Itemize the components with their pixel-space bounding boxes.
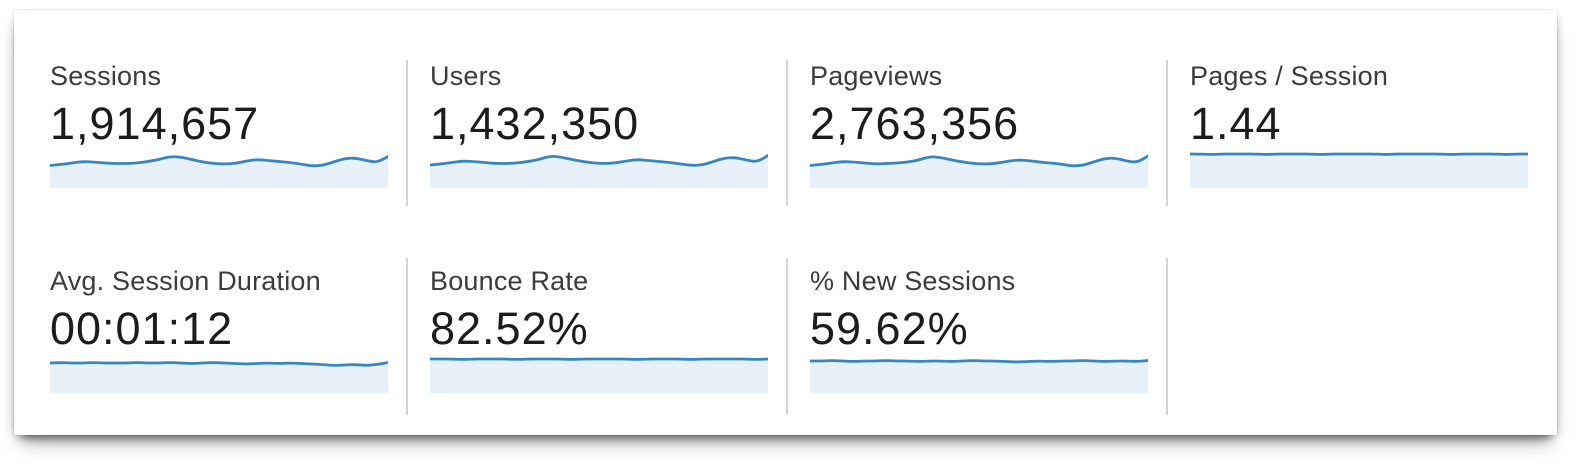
sparkline-line bbox=[430, 154, 768, 167]
sparkline-area bbox=[50, 362, 388, 393]
bounce-rate-sparkline-chart bbox=[430, 357, 768, 393]
metric-card-users[interactable]: Users 1,432,350 bbox=[406, 60, 786, 206]
sparkline-line bbox=[810, 359, 1148, 364]
sessions-sparkline-chart bbox=[50, 155, 388, 188]
sparkline-line bbox=[810, 154, 1148, 168]
metric-card-bounce-rate[interactable]: Bounce Rate 82.52% bbox=[406, 258, 786, 415]
metric-value: 59.62% bbox=[810, 303, 969, 354]
metric-value: 2,763,356 bbox=[810, 98, 1020, 149]
users-sparkline-chart bbox=[430, 154, 768, 188]
metric-label: Bounce Rate bbox=[430, 266, 589, 296]
metric-label: Pageviews bbox=[810, 61, 943, 91]
metric-card-pages-per-session[interactable]: Pages / Session 1.44 bbox=[1166, 60, 1557, 206]
avg-session-duration-sparkline-chart bbox=[50, 361, 388, 393]
pageviews-sparkline-chart bbox=[810, 154, 1148, 188]
sparkline-area bbox=[430, 359, 768, 393]
metric-card-sessions[interactable]: Sessions 1,914,657 bbox=[14, 60, 406, 206]
metric-card-new-sessions[interactable]: % New Sessions 59.62% bbox=[786, 258, 1166, 415]
metric-value: 1.44 bbox=[1190, 98, 1282, 149]
metric-value: 1,432,350 bbox=[430, 98, 640, 149]
metrics-row-bottom: Avg. Session Duration 00:01:12 Bounce Ra… bbox=[14, 258, 1557, 415]
new-sessions-sparkline-chart bbox=[810, 359, 1148, 393]
metric-card-avg-session-duration[interactable]: Avg. Session Duration 00:01:12 bbox=[14, 258, 406, 415]
metric-label: Pages / Session bbox=[1190, 61, 1389, 91]
sparkline-area bbox=[810, 360, 1148, 393]
metric-value: 1,914,657 bbox=[50, 98, 260, 149]
metrics-row-top: Sessions 1,914,657 Users 1,432,350 Pagev… bbox=[14, 60, 1557, 206]
metric-label: Users bbox=[430, 61, 502, 91]
metric-label: Avg. Session Duration bbox=[50, 266, 321, 296]
sparkline-area bbox=[1190, 154, 1528, 188]
metric-value: 82.52% bbox=[430, 303, 589, 354]
empty-metric-slot bbox=[1166, 258, 1557, 415]
metric-value: 00:01:12 bbox=[50, 303, 234, 354]
metrics-dashboard-card: Sessions 1,914,657 Users 1,432,350 Pagev… bbox=[14, 10, 1557, 435]
sparkline-line bbox=[50, 361, 388, 367]
pages-per-session-sparkline-chart bbox=[1190, 152, 1528, 188]
metric-label: Sessions bbox=[50, 61, 162, 91]
metric-card-pageviews[interactable]: Pageviews 2,763,356 bbox=[786, 60, 1166, 206]
sparkline-line bbox=[50, 155, 388, 168]
metric-label: % New Sessions bbox=[810, 266, 1016, 296]
